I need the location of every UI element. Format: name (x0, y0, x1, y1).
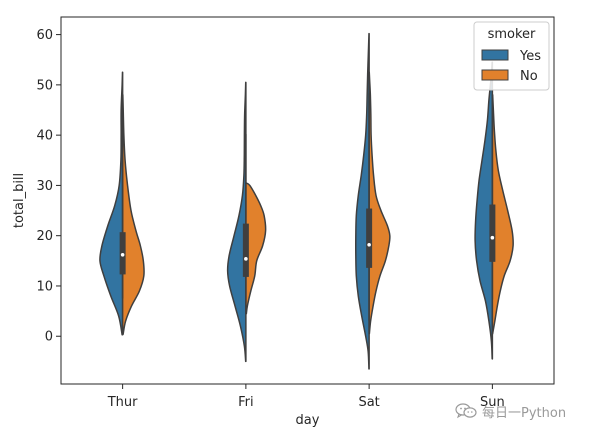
violin-half-no-sun (491, 94, 514, 335)
legend-title: smoker (488, 27, 536, 42)
iqr-box-sun (489, 204, 496, 262)
x-axis-label: day (296, 413, 320, 428)
iqr-box-fri (242, 223, 249, 277)
y-tick-label: 60 (36, 28, 53, 43)
legend-label-no: No (520, 69, 538, 84)
x-tick-label: Thur (107, 395, 138, 410)
legend: smoker Yes No (473, 21, 550, 91)
x-tick-label: Sun (480, 395, 505, 410)
violin-half-yes-thur (99, 71, 124, 336)
x-tick-label: Fri (238, 395, 254, 410)
y-tick-label: 20 (36, 229, 53, 244)
violin-half-no-fri (245, 182, 267, 315)
violin-half-yes-sun (474, 61, 494, 360)
y-tick-label: 0 (45, 330, 53, 345)
y-tick-label: 50 (36, 78, 53, 93)
plot-area (99, 32, 514, 370)
legend-label-yes: Yes (519, 49, 541, 64)
iqr-box-sat (366, 208, 373, 268)
axis-ticks: 0 10 20 30 40 50 60 Thur Fri Sat Sun (36, 28, 504, 410)
median-dot-fri (244, 257, 248, 261)
watermark-text: 每日一Python (482, 405, 567, 421)
legend-swatch-no (481, 69, 509, 81)
median-dot-sun (490, 235, 495, 240)
violin-half-no-sat (368, 71, 391, 335)
violin-half-yes-sat (355, 32, 370, 370)
legend-swatch-yes (481, 49, 509, 61)
wechat-icon (455, 403, 477, 419)
y-tick-label: 10 (36, 279, 53, 294)
watermark: 每日一Python (455, 402, 567, 421)
median-dot-thur (120, 252, 125, 257)
x-tick-label: Sat (358, 395, 379, 410)
axes-frame (60, 16, 555, 385)
median-dot-sat (367, 242, 371, 247)
violin-half-no-thur (121, 94, 145, 335)
y-tick-label: 30 (36, 179, 53, 194)
y-axis-label: total_bill (12, 173, 27, 228)
y-tick-label: 40 (36, 129, 53, 144)
violin-half-yes-fri (226, 81, 247, 363)
